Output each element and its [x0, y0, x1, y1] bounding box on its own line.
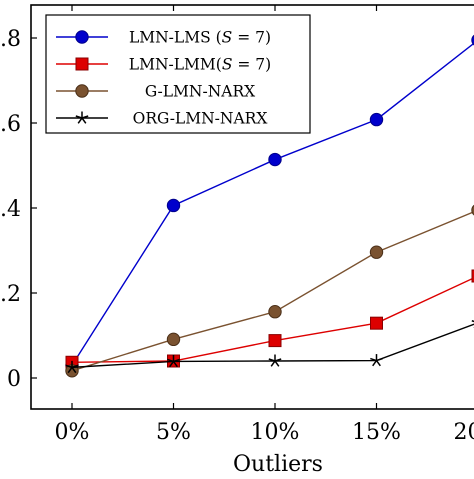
data-point: [471, 320, 474, 328]
series-layer: [65, 34, 474, 378]
legend: LMN-LMS (S = 7) LMN-LMM(S = 7) G-LMN-NARX O…: [45, 14, 311, 134]
y-tick-label: .2: [0, 282, 21, 307]
legend-marker: [75, 30, 89, 44]
ticks-layer: 0% 5% 10% 15% 20% .8 .6 .4 .2 0: [0, 5, 474, 445]
x-tick-label: 5%: [156, 420, 191, 445]
legend-label: ORG-LMN-NARX: [133, 110, 268, 128]
legend-entry: G-LMN-NARX: [56, 83, 255, 101]
legend-marker: [75, 111, 89, 124]
legend-entry: LMN-LMM(S = 7): [56, 56, 271, 74]
plot-frame: [30, 4, 474, 410]
x-tick-label: 20%: [454, 420, 474, 445]
legend-entry: LMN-LMS (S = 7): [56, 29, 271, 47]
data-point: [268, 354, 282, 367]
legend-label: G-LMN-NARX: [145, 83, 255, 101]
series-line: [71, 277, 474, 363]
data-point: [370, 316, 383, 330]
data-point: [268, 334, 282, 348]
y-tick-label: .8: [0, 27, 21, 52]
data-point: [370, 354, 383, 367]
data-point: [369, 112, 384, 127]
y-tick-label: .6: [0, 112, 21, 137]
data-point: [268, 152, 282, 167]
y-tick-label: .4: [0, 197, 21, 222]
x-tick-label: 0%: [55, 420, 90, 445]
x-axis-title: Outliers: [233, 452, 323, 474]
data-point: [167, 354, 180, 368]
legend-box: [45, 14, 311, 134]
data-point: [166, 198, 181, 213]
y-tick-label: 0: [7, 367, 21, 392]
legend-marker: [75, 84, 89, 98]
data-point: [471, 204, 474, 216]
x-tick-label: 15%: [352, 420, 401, 445]
series-2: [65, 204, 474, 378]
data-point: [471, 269, 474, 283]
legend-marker: [75, 57, 89, 71]
series-0: [65, 34, 474, 372]
legend-label: LMN-LMS (S = 7): [129, 29, 271, 47]
data-point: [471, 34, 474, 46]
x-tick-label: 10%: [251, 420, 300, 445]
legend-entry: ORG-LMN-NARX: [56, 110, 267, 128]
data-point: [268, 305, 282, 319]
data-point: [166, 332, 181, 347]
legend-label: LMN-LMM(S = 7): [129, 56, 271, 74]
data-point: [369, 245, 384, 259]
series-3: [65, 320, 474, 374]
data-point: [65, 360, 79, 374]
